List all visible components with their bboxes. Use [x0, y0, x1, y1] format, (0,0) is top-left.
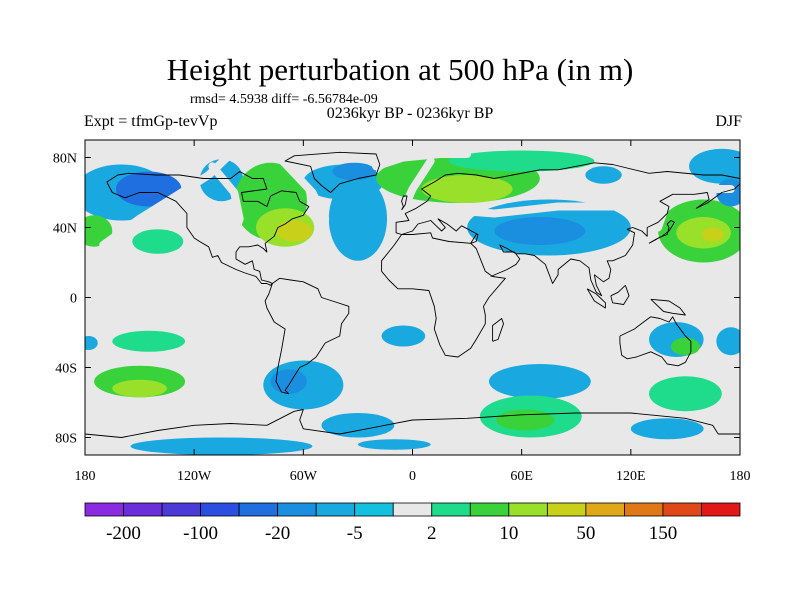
anomaly-region [670, 337, 700, 356]
lon-tick-label: 60W [290, 469, 318, 484]
anomaly-region [357, 439, 431, 450]
lat-tick-label: 80N [53, 152, 77, 167]
anomaly-region [448, 150, 595, 172]
stats-label: rmsd= 4.5938 diff= -6.56784e-09 [190, 92, 378, 107]
colorbar-swatch [546, 502, 587, 517]
colorbar-label: -100 [183, 523, 218, 544]
neutral-band [208, 162, 244, 249]
anomaly-region [112, 379, 167, 398]
anomaly-region [494, 217, 586, 245]
coastline [648, 220, 675, 244]
lat-tick-label: 40S [55, 362, 77, 377]
coastline [264, 277, 350, 395]
colorbar-swatch [624, 502, 664, 517]
figure-title: Height perturbation at 500 hPa (in m) [166, 52, 634, 87]
season-label: DJF [715, 113, 742, 130]
colorbar-swatch [508, 502, 548, 517]
coastline [492, 318, 504, 342]
colorbar-swatch [431, 502, 471, 517]
lon-tick-label: 180 [730, 469, 751, 484]
coastline [284, 151, 381, 193]
colorbar-swatch [315, 502, 356, 517]
neutral-band [654, 185, 735, 232]
lon-tick-label: 180 [75, 469, 96, 484]
colorbar-swatch [123, 502, 163, 517]
coastline [619, 316, 692, 367]
anomaly-field [85, 140, 740, 455]
anomaly-region [701, 227, 724, 242]
coastline [610, 284, 630, 305]
neutral-band [444, 174, 672, 218]
lat-tick-label: 40N [53, 222, 77, 237]
colorbar-label: -5 [347, 523, 363, 544]
anomaly-region [716, 327, 740, 356]
lon-tick-label: 120W [177, 469, 212, 484]
anomaly-region [85, 336, 98, 350]
colorbar-swatch [662, 502, 702, 517]
anomaly-region [585, 166, 622, 184]
experiment-label: Expt = tfmGp-tevVp [84, 113, 218, 130]
coastline [401, 195, 408, 211]
anomaly-region [332, 162, 377, 181]
colorbar-swatch [701, 502, 741, 517]
anomaly-region [649, 376, 722, 412]
coastline [401, 218, 479, 244]
colorbar-label: -20 [265, 523, 290, 544]
anomaly-region [132, 229, 184, 254]
coastline [470, 234, 478, 244]
anomaly-region [276, 220, 313, 242]
colorbar-swatch [238, 502, 279, 517]
colorbar-label: 2 [427, 523, 437, 544]
anomaly-region [112, 330, 186, 352]
coastline [490, 183, 740, 297]
colorbar: -200 -100 -20 -5 2 10 50 150 [84, 502, 741, 544]
colorbar-swatch [200, 502, 240, 517]
neutral-band [372, 150, 472, 171]
neutral-band [623, 214, 644, 258]
neutral-band [272, 150, 330, 258]
lat-tick-label: 0 [70, 292, 77, 307]
anomaly-region [381, 325, 426, 347]
anomaly-region [630, 418, 704, 440]
colorbar-swatch [84, 502, 124, 517]
anomaly-region [689, 148, 740, 184]
colorbar-swatch [392, 502, 433, 517]
anomaly-region [115, 171, 182, 207]
lon-tick-label: 120E [616, 469, 646, 484]
colorbar-label: -200 [106, 523, 141, 544]
colorbar-label: 50 [576, 523, 595, 544]
coastline [586, 288, 606, 309]
coastline [85, 409, 740, 438]
colorbar-label: 10 [499, 523, 518, 544]
coastline [381, 234, 506, 358]
anomaly-region [130, 437, 313, 455]
colorbar-swatch [354, 502, 394, 517]
neutral-band [390, 157, 435, 241]
period-label: 0236kyr BP - 0236kyr BP [326, 105, 494, 122]
colorbar-label: 150 [649, 523, 678, 544]
coastline [650, 298, 686, 316]
coastline [395, 162, 740, 235]
lat-tick-label: 80S [55, 432, 77, 447]
colorbar-swatch [277, 502, 317, 517]
coastlines [85, 151, 740, 438]
anomaly-region [321, 413, 395, 438]
lon-tick-label: 0 [409, 469, 416, 484]
colorbar-swatch [469, 502, 510, 517]
anomaly-region [488, 364, 591, 399]
coastline [106, 171, 310, 286]
lon-tick-label: 60E [510, 469, 533, 484]
map-axes: 80N 40N 0 40S 80S 180 120W 60W 0 60E 120E 180 [53, 140, 751, 484]
colorbar-swatch [585, 502, 625, 517]
anomaly-region [421, 175, 513, 203]
colorbar-swatch [161, 502, 201, 517]
anomaly-region [496, 409, 555, 431]
